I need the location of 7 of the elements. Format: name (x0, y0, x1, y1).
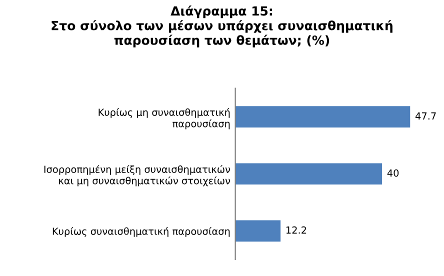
data-label: 47.7 (415, 112, 436, 120)
data-label: 40 (387, 169, 399, 177)
y-tick-label: Κυρίως μη συναισθηματική παρουσίαση (98, 108, 230, 130)
chart-title: Διάγραμμα 15: Στο σύνολο των μέσων υπάρχει συναισθηματική παρουσίαση των θεμάτων; (%) (52, 6, 392, 48)
data-label: 12.2 (286, 226, 306, 234)
y-tick-label: Κυρίως συναισθηματική παρουσίαση (52, 227, 230, 237)
y-tick-label: Ισορροπημένη μείξη συναισθηματικών και μη συναισθηματικών στοιχείων (44, 165, 230, 186)
